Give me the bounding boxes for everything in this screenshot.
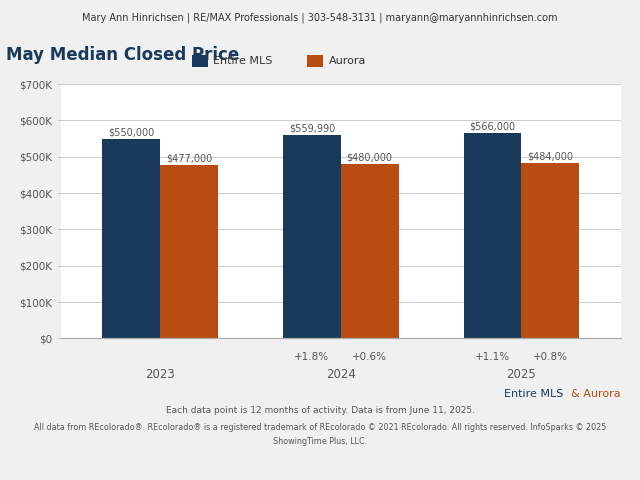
Text: ShowingTime Plus, LLC.: ShowingTime Plus, LLC. [273,437,367,446]
Text: $550,000: $550,000 [108,127,154,137]
Text: +0.6%: +0.6% [352,352,387,361]
Bar [160,165,218,338]
Text: Aurora: Aurora [328,57,366,66]
Bar [341,164,399,338]
Text: Each data point is 12 months of activity. Data is from June 11, 2025.: Each data point is 12 months of activity… [166,406,474,415]
Text: Entire MLS: Entire MLS [213,57,273,66]
Text: Mary Ann Hinrichsen | RE/MAX Professionals | 303-548-3131 | maryann@maryannhinri: Mary Ann Hinrichsen | RE/MAX Professiona… [83,13,557,23]
Bar [463,132,522,338]
Text: $477,000: $477,000 [166,154,212,164]
Text: & Aurora: & Aurora [571,389,621,398]
Text: $480,000: $480,000 [347,153,393,163]
Text: 2025: 2025 [507,368,536,381]
Text: +0.8%: +0.8% [533,352,568,361]
Text: Entire MLS: Entire MLS [504,389,563,398]
Text: All data from REcolorado®. REcolorado® is a registered trademark of REcolorado ©: All data from REcolorado®. REcolorado® i… [34,423,606,432]
Text: 2024: 2024 [326,368,356,381]
Text: $566,000: $566,000 [470,121,516,131]
Text: +1.1%: +1.1% [475,352,510,361]
Bar [283,135,341,338]
Bar [522,163,579,338]
Text: May Median Closed Price: May Median Closed Price [6,46,239,63]
Bar [102,139,160,338]
Text: $559,990: $559,990 [289,123,335,133]
Text: $484,000: $484,000 [527,151,573,161]
Text: +1.8%: +1.8% [294,352,330,361]
Text: 2023: 2023 [145,368,175,381]
